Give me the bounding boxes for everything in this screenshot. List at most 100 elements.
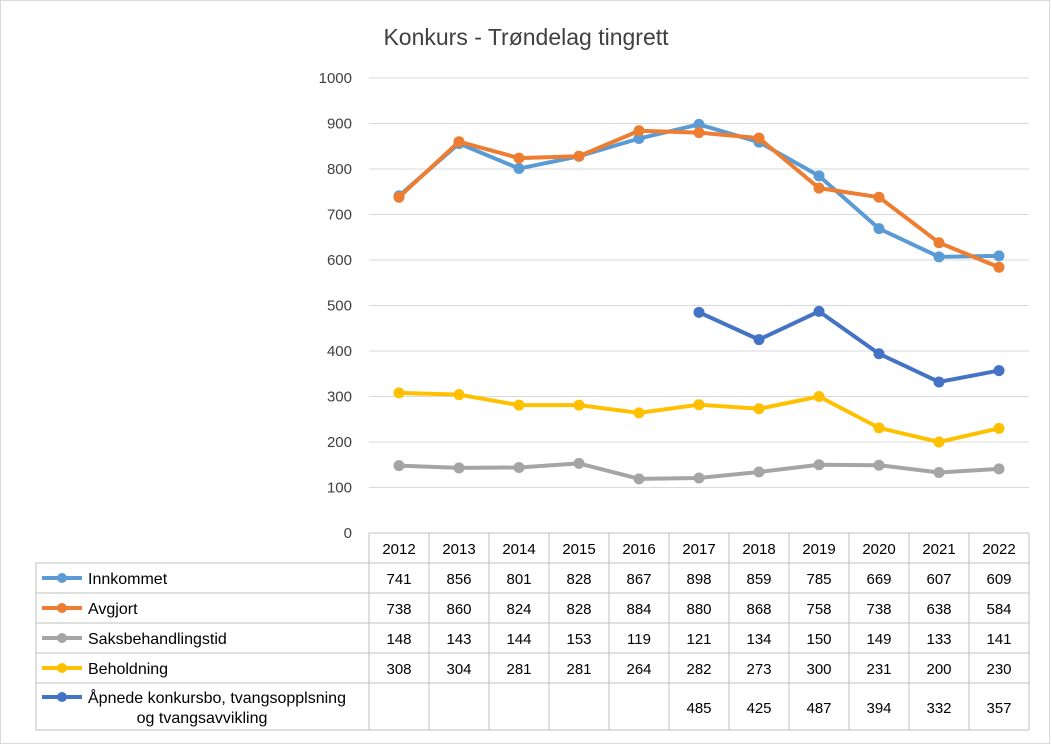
data-label: 231	[866, 661, 891, 678]
legend-key-marker	[57, 692, 67, 702]
data-point	[453, 136, 465, 148]
y-tick-label: 400	[327, 343, 352, 360]
data-label: 281	[506, 661, 531, 678]
data-label: 738	[866, 601, 891, 618]
data-point	[753, 403, 765, 415]
data-label: 394	[866, 700, 891, 717]
data-point	[933, 436, 945, 448]
data-point	[393, 387, 405, 399]
data-point	[513, 461, 525, 473]
data-point	[813, 182, 825, 194]
data-label: 121	[686, 631, 711, 648]
legend-key-marker	[57, 633, 67, 643]
data-point	[753, 132, 765, 144]
series-name-line: og tvangsavvikling	[137, 710, 268, 727]
data-point	[693, 472, 705, 484]
data-label: 856	[446, 571, 471, 588]
data-point	[993, 463, 1005, 475]
y-tick-label: 0	[344, 525, 352, 542]
data-label: 141	[986, 631, 1011, 648]
data-label: 332	[926, 700, 951, 717]
y-tick-label: 300	[327, 389, 352, 406]
data-point	[693, 399, 705, 411]
series-name-line: Åpnede konkursbo, tvangsopplsning	[88, 688, 346, 707]
x-tick-label: 2014	[502, 541, 535, 558]
data-point	[873, 459, 885, 471]
data-label: 607	[926, 571, 951, 588]
data-label: 150	[806, 631, 831, 648]
data-point	[693, 127, 705, 139]
x-tick-label: 2016	[622, 541, 655, 558]
data-point	[633, 125, 645, 137]
data-label: 281	[566, 661, 591, 678]
data-table: 2012 2013 2014 2015 2016 2017 2018 2019 2020 2021…	[35, 532, 1030, 731]
data-point	[933, 466, 945, 478]
data-label: 828	[566, 571, 591, 588]
chart-title: Konkurs - Trøndelag tingrett	[383, 24, 669, 50]
data-point	[993, 365, 1005, 377]
data-label: 230	[986, 661, 1011, 678]
data-label: 741	[386, 571, 411, 588]
data-label: 898	[686, 571, 711, 588]
data-point	[573, 399, 585, 411]
x-tick-label: 2022	[982, 541, 1015, 558]
data-point	[573, 150, 585, 162]
series-name: Innkommet	[88, 571, 168, 588]
data-label: 148	[386, 631, 411, 648]
data-point	[453, 389, 465, 401]
data-point	[393, 460, 405, 472]
y-tick-label: 700	[327, 207, 352, 224]
data-point	[933, 237, 945, 249]
data-point	[753, 466, 765, 478]
series-line	[697, 309, 1001, 384]
data-point	[393, 191, 405, 203]
data-point	[873, 223, 885, 235]
data-point	[513, 399, 525, 411]
x-tick-label: 2021	[922, 541, 955, 558]
data-point	[633, 133, 645, 145]
data-point	[933, 251, 945, 263]
x-tick-label: 2017	[682, 541, 715, 558]
series-line	[397, 122, 1001, 259]
data-label: 487	[806, 700, 831, 717]
data-label: 669	[866, 571, 891, 588]
x-tick-label: 2020	[862, 541, 895, 558]
y-tick-label: 100	[327, 480, 352, 497]
data-label: 153	[566, 631, 591, 648]
data-point	[873, 422, 885, 434]
data-point	[993, 422, 1005, 434]
data-point	[873, 348, 885, 360]
gridlines	[369, 77, 1029, 488]
data-label: 133	[926, 631, 951, 648]
data-label: 144	[506, 631, 531, 648]
x-tick-label: 2018	[742, 541, 775, 558]
data-point	[513, 152, 525, 164]
data-label: 264	[626, 661, 651, 678]
data-point	[813, 305, 825, 317]
series-name: Beholdning	[88, 661, 168, 678]
y-tick-label: 600	[327, 252, 352, 269]
data-label: 868	[746, 601, 771, 618]
data-label: 638	[926, 601, 951, 618]
data-label: 149	[866, 631, 891, 648]
x-tick-label: 2015	[562, 541, 595, 558]
data-label: 143	[446, 631, 471, 648]
data-label: 880	[686, 601, 711, 618]
data-point	[633, 407, 645, 419]
series-lines	[393, 118, 1005, 485]
data-label: 758	[806, 601, 831, 618]
y-tick-label: 800	[327, 161, 352, 178]
data-point	[633, 473, 645, 485]
data-point	[993, 261, 1005, 273]
data-label: 884	[626, 601, 651, 618]
data-point	[513, 163, 525, 175]
legend-key-marker	[57, 573, 67, 583]
data-point	[873, 191, 885, 203]
data-label: 859	[746, 571, 771, 588]
y-axis-ticks: 0 100 200 300 400 500 600 700 800 900 1000	[319, 70, 352, 542]
data-label: 357	[986, 700, 1011, 717]
data-label: 609	[986, 571, 1011, 588]
data-label: 584	[986, 601, 1011, 618]
data-point	[813, 391, 825, 402]
